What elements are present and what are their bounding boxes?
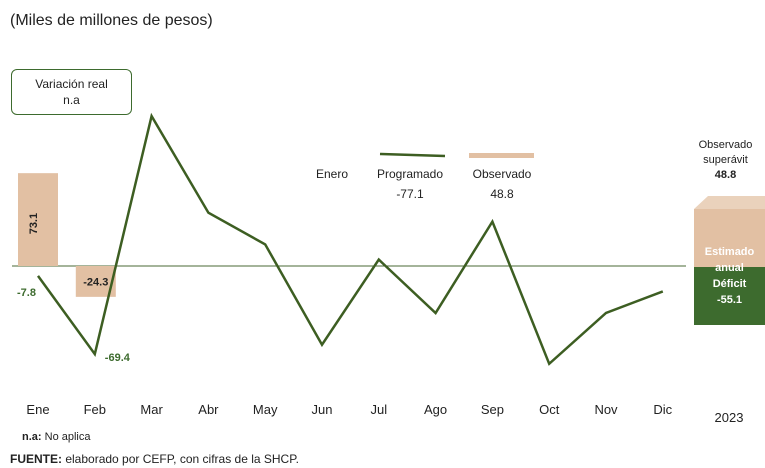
annual-box-top	[694, 196, 765, 209]
annual-observed-line1: Observado	[698, 139, 753, 151]
source-key: FUENTE:	[10, 452, 62, 466]
x-tick-may: May	[253, 402, 278, 417]
data-label-feb-observado: -24.3	[83, 276, 108, 288]
x-tick-mar: Mar	[140, 402, 163, 417]
annual-estimated-value: -55.1	[716, 294, 743, 306]
annual-estimated-line3: Déficit	[712, 278, 747, 290]
x-tick-feb: Feb	[84, 402, 106, 417]
legend-programado-value: -77.1	[396, 187, 424, 201]
annual-year-label: 2023	[715, 410, 744, 425]
source-text: elaborado por CEFP, con cifras de la SHC…	[62, 452, 300, 466]
x-tick-nov: Nov	[594, 402, 618, 417]
x-tick-ago: Ago	[424, 402, 447, 417]
observado-bar-ene	[18, 173, 58, 266]
x-tick-jul: Jul	[370, 402, 387, 417]
legend-period: Enero	[316, 167, 348, 181]
x-tick-abr: Abr	[198, 402, 219, 417]
legend-programado-swatch	[379, 152, 446, 158]
variation-label: Variación real	[35, 77, 108, 91]
programado-line	[36, 112, 664, 366]
source: FUENTE: elaborado por CEFP, con cifras d…	[10, 452, 299, 466]
variation-value: n.a	[63, 93, 80, 107]
note: n.a: No aplica	[22, 431, 90, 443]
annual-estimated-line1: Estimado	[704, 246, 755, 258]
chart-subtitle: (Miles de millones de pesos)	[10, 12, 213, 29]
annual-deficit-block	[694, 267, 765, 325]
annual-estimated-line2: anual	[715, 262, 744, 274]
x-tick-dic: Dic	[653, 402, 672, 417]
x-tick-ene: Ene	[26, 402, 49, 417]
annual-estimated-label: Estimado anual Déficit -55.1	[694, 244, 765, 308]
variation-box: Variación real n.a	[11, 69, 132, 115]
annual-surplus-block	[694, 209, 765, 267]
x-tick-jun: Jun	[312, 402, 333, 417]
data-label-feb-programado: -69.4	[105, 352, 131, 364]
data-label-ene-observado: 73.1	[28, 213, 40, 234]
legend-observado-name: Observado	[473, 167, 532, 181]
annual-observed-line2: superávit	[703, 154, 748, 166]
note-text: No aplica	[41, 431, 91, 443]
note-key: n.a:	[22, 431, 42, 443]
annual-observed-label: Observado superávit 48.8	[686, 138, 765, 183]
legend-observado-swatch	[469, 153, 534, 158]
x-tick-oct: Oct	[539, 402, 560, 417]
legend-programado-name: Programado	[377, 167, 443, 181]
x-tick-sep: Sep	[481, 402, 504, 417]
x-axis-ticks: Ene Feb Mar Abr May Jun Jul Ago Sep Oct Nov Dic	[26, 402, 672, 417]
data-label-ene-programado: -7.8	[17, 287, 36, 299]
legend-observado-value: 48.8	[490, 187, 514, 201]
annual-observed-value: 48.8	[714, 169, 737, 181]
